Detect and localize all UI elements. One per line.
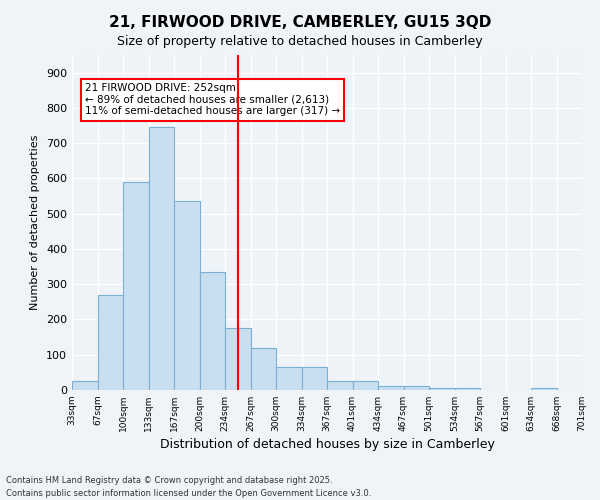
Bar — [97, 295, 123, 390]
Bar — [378, 386, 404, 390]
Y-axis label: Number of detached properties: Number of detached properties — [31, 135, 40, 310]
Bar — [149, 128, 174, 390]
Bar — [429, 388, 455, 390]
Bar — [199, 272, 225, 390]
Text: Contains public sector information licensed under the Open Government Licence v3: Contains public sector information licen… — [6, 488, 371, 498]
Bar — [123, 182, 149, 390]
Text: 21, FIRWOOD DRIVE, CAMBERLEY, GU15 3QD: 21, FIRWOOD DRIVE, CAMBERLEY, GU15 3QD — [109, 15, 491, 30]
Bar — [404, 386, 429, 390]
Text: Contains HM Land Registry data © Crown copyright and database right 2025.: Contains HM Land Registry data © Crown c… — [6, 476, 332, 485]
Bar — [327, 381, 353, 390]
Bar — [455, 388, 480, 390]
Text: Size of property relative to detached houses in Camberley: Size of property relative to detached ho… — [117, 35, 483, 48]
X-axis label: Distribution of detached houses by size in Camberley: Distribution of detached houses by size … — [160, 438, 494, 451]
Bar — [225, 328, 251, 390]
Text: 21 FIRWOOD DRIVE: 252sqm
← 89% of detached houses are smaller (2,613)
11% of sem: 21 FIRWOOD DRIVE: 252sqm ← 89% of detach… — [85, 83, 340, 116]
Bar — [72, 381, 97, 390]
Bar — [276, 367, 302, 390]
Bar — [302, 367, 327, 390]
Bar — [353, 381, 378, 390]
Bar — [174, 202, 199, 390]
Bar — [251, 348, 276, 390]
Bar — [531, 388, 557, 390]
